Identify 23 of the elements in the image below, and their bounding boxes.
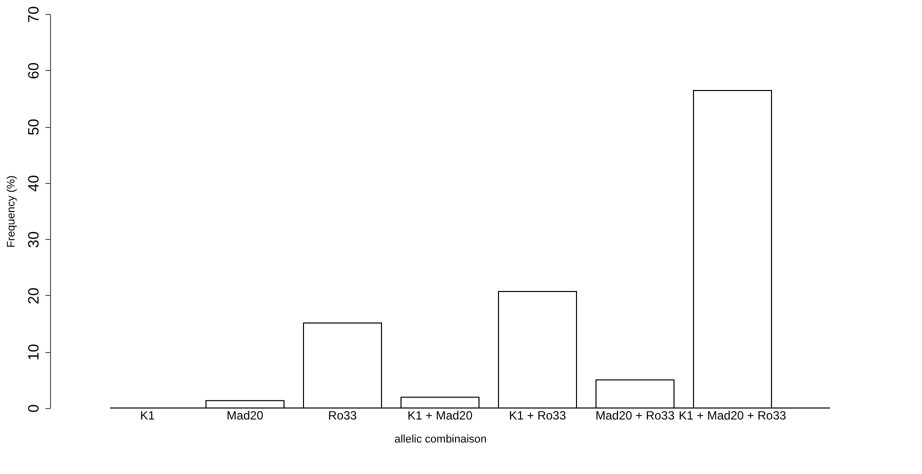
- y-tick-label: 50: [26, 118, 42, 136]
- x-tick-label: Mad20 + Ro33: [595, 408, 675, 422]
- x-tick-label: Ro33: [328, 408, 358, 422]
- x-tick-label: K1 + Mad20: [407, 408, 473, 422]
- y-tick-label: 40: [26, 175, 42, 192]
- x-axis-title: allelic combinaison: [394, 434, 487, 446]
- bar: [303, 322, 382, 408]
- y-tick-label: 20: [26, 288, 42, 304]
- y-tick-label: 30: [26, 231, 42, 248]
- bar: [693, 90, 772, 408]
- y-tick-label: 60: [26, 62, 42, 80]
- bar: [206, 400, 284, 408]
- x-tick-label: K1: [140, 408, 156, 422]
- bar: [498, 290, 577, 408]
- bar: [400, 396, 480, 408]
- y-tick-label: 10: [26, 344, 42, 361]
- y-axis-title: Frequency (%): [6, 175, 18, 248]
- y-tick-label: 70: [26, 6, 42, 23]
- bar: [596, 379, 674, 408]
- x-tick-label: K1 + Ro33: [508, 408, 566, 422]
- y-tick-label: 0: [26, 404, 42, 413]
- x-tick-label: Mad20: [226, 408, 264, 422]
- x-tick-label: K1 + Mad20 + Ro33: [678, 408, 787, 422]
